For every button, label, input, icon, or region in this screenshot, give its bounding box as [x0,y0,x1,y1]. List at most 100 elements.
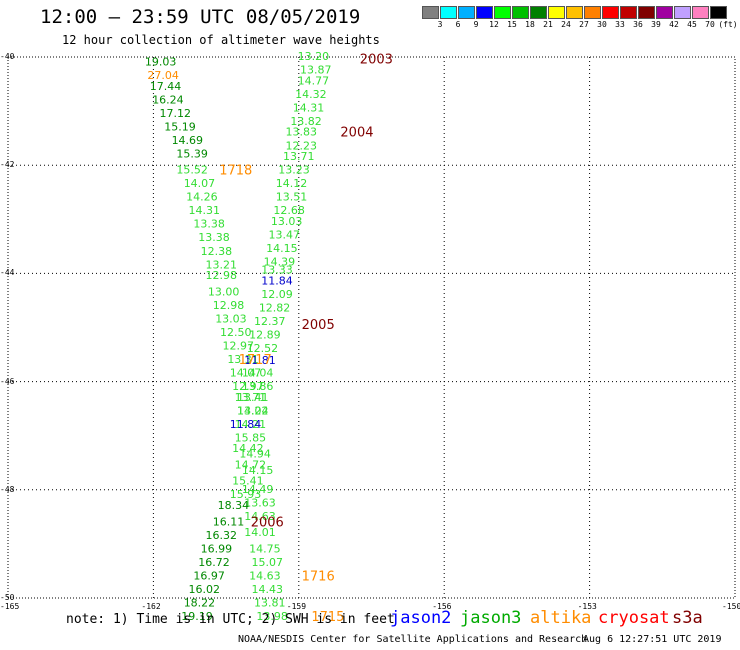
wave-height-value: 13.03 [215,312,247,325]
wave-height-value: 12.82 [259,302,291,315]
pass-time-label: 1715 [311,610,344,625]
wave-height-value: 13.47 [269,229,301,242]
color-scale-label: 27 [579,20,589,29]
wave-height-value: 13.31 [227,353,259,366]
wave-height-value: 16.32 [206,529,238,542]
wave-height-value: 16.99 [201,542,233,555]
wave-height-value: 15.19 [164,120,196,133]
wave-height-value: 14.72 [235,458,267,471]
wave-height-value: 14.32 [295,88,327,101]
wave-height-value: 14.15 [266,242,298,255]
wave-height-value: 14.15 [242,464,274,477]
pass-time-label: 2004 [340,126,373,141]
legend-jason2: jason2 [390,608,452,628]
wave-height-value: 12.97 [222,339,254,352]
color-scale-swatch [692,6,709,19]
color-scale-label: 36 [633,20,643,29]
pass-time-label: 2005 [302,318,335,333]
color-scale-swatch [710,6,727,19]
color-scale-label: 33 [615,20,625,29]
color-scale-label: (ft) [718,20,738,29]
wave-height-value: 14.43 [252,583,284,596]
latitude-label: -48 [0,484,15,494]
legend-s3a: s3a [672,608,703,628]
color-scale-swatch [584,6,601,19]
wave-height-value: 14.07 [230,366,262,379]
footer-note: note: 1) Time is in UTC; 2) SWH is in fe… [66,612,395,627]
wave-height-value: 11.84 [230,418,262,431]
wave-height-value: 14.01 [244,526,276,539]
wave-height-value: 18.34 [218,499,250,512]
wave-height-value: 13.38 [198,231,230,244]
wave-height-value: 12.97 [232,380,264,393]
wave-height-value: 13.81 [254,596,286,609]
latitude-label: -50 [0,593,15,602]
wave-height-value: 13.03 [271,215,303,228]
wave-height-value: 13.00 [208,285,240,298]
wave-height-value: 13.20 [298,50,330,63]
wave-height-value: 13.33 [261,264,293,277]
wave-height-value: 19.03 [145,55,177,68]
wave-height-value: 14.12 [276,177,308,190]
wave-height-value: 13.04 [237,404,269,417]
pass-time-label: 1716 [302,569,335,584]
page-title: 12:00 – 23:59 UTC 08/05/2019 [40,6,361,28]
color-scale-swatch [440,6,457,19]
color-scale-label: 21 [543,20,553,29]
color-scale-swatch [458,6,475,19]
longitude-label: -159 [286,602,307,611]
wave-height-value: 13.23 [278,164,310,177]
color-scale-swatch [566,6,583,19]
wave-height-value: 14.63 [249,569,281,582]
wave-height-value: 14.04 [242,366,274,379]
pass-time-label: 2003 [360,53,393,68]
pass-time-label: 1717 [239,353,272,368]
wave-height-value: 12.23 [285,139,317,152]
wave-height-value: 13.71 [235,391,267,404]
color-scale-label: 3 [437,20,443,29]
credit-line: NOAA/NESDIS Center for Satellite Applica… [238,634,588,645]
longitude-label: -150 [722,602,740,611]
wave-height-value: 19.19 [181,610,213,623]
color-scale-label: 45 [687,20,697,29]
wave-height-value: 14.31 [189,204,221,217]
color-scale-swatch [494,6,511,19]
wave-height-value: 13.83 [285,126,317,139]
color-scale-label: 42 [669,20,679,29]
color-scale-swatch [422,6,439,19]
wave-height-value: 12.98 [206,269,238,282]
wave-height-value: 14.21 [235,418,267,431]
wave-height-value: 13.63 [244,496,276,509]
wave-height-value: 13.71 [283,150,315,163]
latitude-label: -42 [0,160,15,170]
plot-frame [7,56,736,599]
color-scale-swatch [530,6,547,19]
wave-height-value: 13.87 [300,64,332,77]
wave-height-value: 14.77 [298,74,330,87]
wave-height-value: 14.94 [239,448,271,461]
color-scale-label: 70 [705,20,715,29]
wave-height-value: 27.04 [147,69,179,82]
color-scale-label: 18 [525,20,535,29]
wave-height-value: 12.52 [247,342,279,355]
wave-height-value: 13.38 [193,218,225,231]
pass-labels: 2003 2004 1718 2005 1717 2006 1716 1715 [219,53,393,625]
color-scale-swatch [602,6,619,19]
longitude-label: -156 [432,602,452,611]
wave-height-value: 11.81 [244,354,276,367]
color-scale-swatch [476,6,493,19]
map-grid [7,56,736,599]
wave-height-value: 12.89 [249,329,281,342]
wave-height-value: 17.12 [159,107,191,120]
wave-height-value: 14.07 [184,177,216,190]
color-scale-label: 12 [489,20,499,29]
wave-height-value: 18.22 [184,596,216,609]
wave-height-value: 14.75 [249,542,281,555]
wave-height-value: 12.98 [213,299,245,312]
wave-height-value: 14.42 [232,442,264,455]
wave-height-value: 12.50 [220,326,252,339]
legend-cryosat: cryosat [598,608,670,628]
wave-height-value: 14.49 [242,483,274,496]
color-scale-swatch [512,6,529,19]
wave-height-value: 13.21 [206,258,238,271]
